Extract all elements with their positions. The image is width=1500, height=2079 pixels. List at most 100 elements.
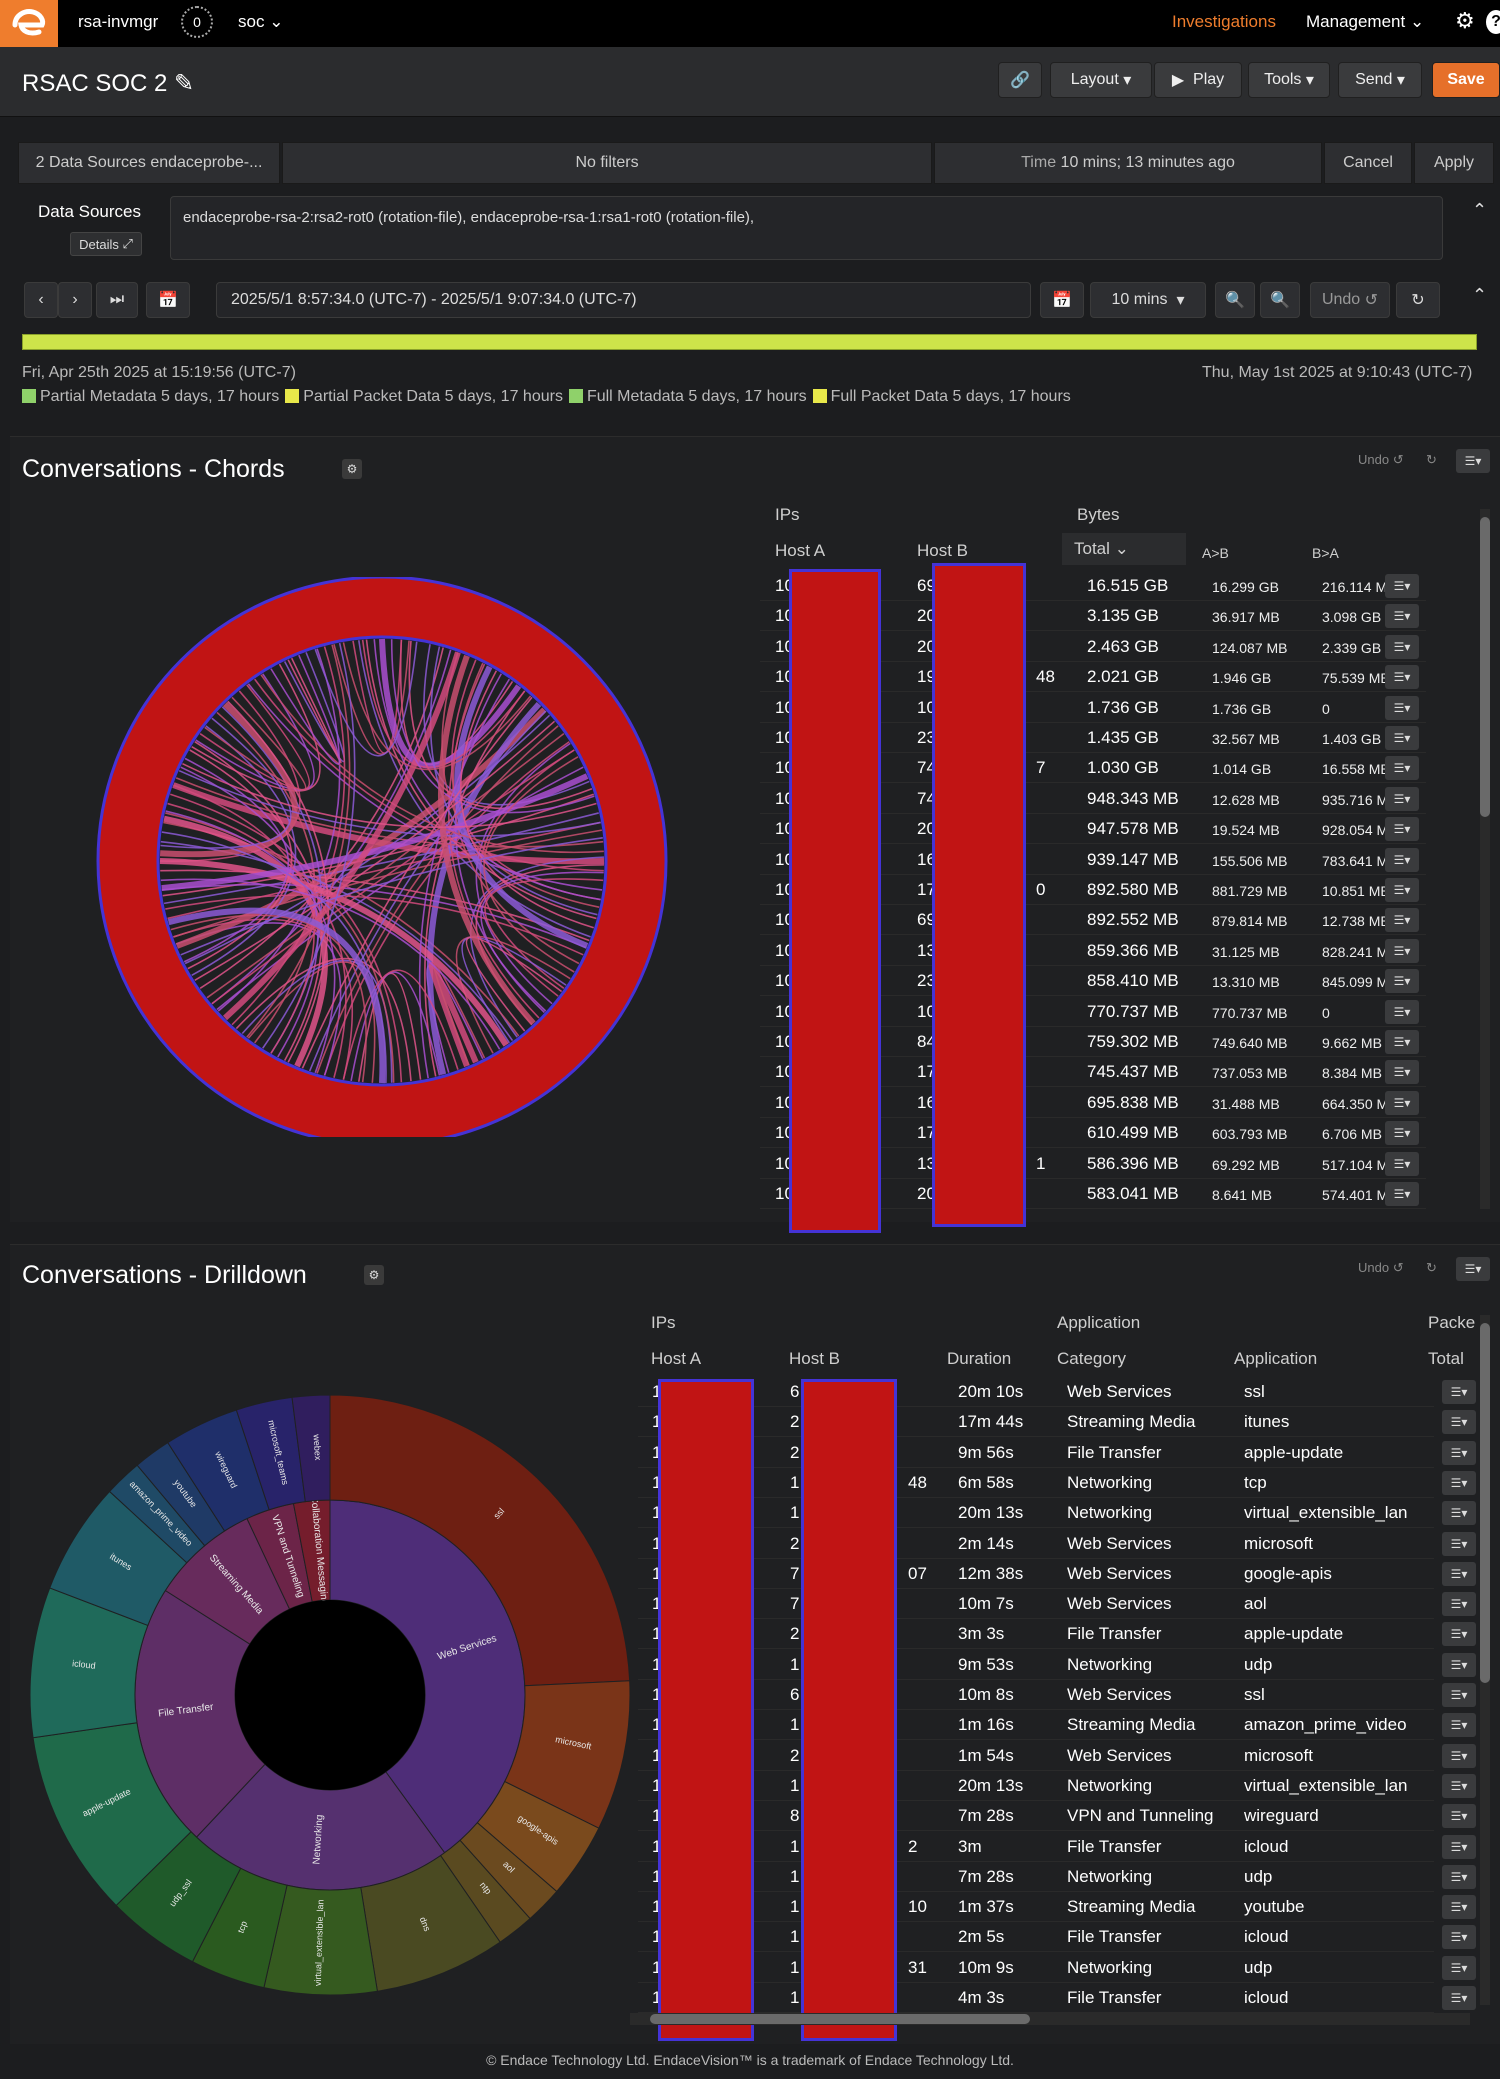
chord-link[interactable] (167, 821, 601, 920)
time-range-input[interactable]: 2025/5/1 8:57:34.0 (UTC-7) - 2025/5/1 9:… (216, 282, 1031, 318)
chord-link[interactable] (165, 894, 584, 956)
pencil-icon[interactable]: ✎ (174, 70, 195, 97)
table-row[interactable]: 1 1 48 6m 58s Networking tcp ☰▾ (638, 1468, 1476, 1498)
panel-undo-button[interactable]: Undo ↺ (1358, 452, 1404, 468)
calendar-button[interactable]: 📅 (146, 282, 190, 318)
gear-icon[interactable]: ⚙ (1455, 8, 1475, 33)
chord-link[interactable] (211, 649, 452, 1005)
chord-link[interactable] (475, 742, 571, 1005)
chord-link[interactable] (461, 936, 567, 1044)
zoom-out-button[interactable]: 🔍 (1215, 282, 1255, 318)
chord-diagram[interactable] (70, 577, 690, 1137)
row-menu-button[interactable]: ☰▾ (1442, 1864, 1476, 1889)
chord-link[interactable] (173, 918, 353, 1080)
timeline-availability-bar[interactable] (22, 334, 1477, 350)
save-button[interactable]: Save (1432, 62, 1500, 98)
row-menu-button[interactable]: ☰▾ (1385, 695, 1419, 720)
chord-link[interactable] (484, 878, 604, 997)
row-menu-button[interactable]: ☰▾ (1385, 1182, 1419, 1206)
panel-refresh-icon[interactable]: ↻ (1426, 452, 1437, 467)
skip-end-button[interactable]: ⏭ (96, 282, 138, 318)
chord-link[interactable] (342, 642, 532, 771)
chord-link[interactable] (162, 793, 594, 897)
chord-link[interactable] (170, 914, 367, 1083)
chord-link[interactable] (408, 640, 593, 810)
chord-link[interactable] (333, 640, 410, 755)
undo-button[interactable]: Undo ↺ (1310, 282, 1390, 318)
table-row[interactable]: 10 20 947.578 MB 19.524 MB 928.054 MB ☰▾ (760, 814, 1426, 845)
row-menu-button[interactable]: ☰▾ (1385, 847, 1419, 872)
next-button[interactable]: › (58, 282, 92, 318)
table-row[interactable]: 1 1 2 3m File Transfer icloud ☰▾ (638, 1832, 1476, 1862)
table-row[interactable]: 1 2 9m 56s File Transfer apple-update ☰▾ (638, 1438, 1476, 1468)
table-row[interactable]: 1 2 3m 3s File Transfer apple-update ☰▾ (638, 1619, 1476, 1650)
col-host-a[interactable]: Host A (775, 541, 826, 560)
table-row[interactable]: 1 2 17m 44s Streaming Media itunes ☰▾ (638, 1407, 1476, 1438)
row-menu-button[interactable]: ☰▾ (1442, 1683, 1476, 1707)
chord-link[interactable] (223, 651, 461, 1021)
chord-link[interactable] (195, 673, 315, 791)
chord-link[interactable] (254, 678, 604, 872)
table-row[interactable]: 10 23 858.410 MB 13.310 MB 845.099 MB ☰▾ (760, 966, 1426, 997)
chord-link[interactable] (427, 702, 542, 1076)
row-menu-button[interactable]: ☰▾ (1385, 756, 1419, 781)
chord-link[interactable] (483, 756, 579, 973)
table-row[interactable]: 1 7 10m 7s Web Services aol ☰▾ (638, 1589, 1476, 1620)
chord-link[interactable] (159, 701, 298, 858)
chord-link[interactable] (455, 935, 571, 1054)
table-row[interactable]: 10 74 7 1.030 GB 1.014 GB 16.558 MB ☰▾ (760, 753, 1426, 784)
table-row[interactable]: 1 8 7m 28s VPN and Tunneling wireguard ☰▾ (638, 1801, 1476, 1832)
table-row[interactable]: 1 6 10m 8s Web Services ssl ☰▾ (638, 1680, 1476, 1710)
table-row[interactable]: 1 2 2m 14s Web Services microsoft ☰▾ (638, 1529, 1476, 1559)
chord-link[interactable] (167, 907, 386, 1084)
table-row[interactable]: 1 1 4m 3s File Transfer icloud ☰▾ (638, 1983, 1476, 2013)
panel-menu-button[interactable]: ☰▾ (1456, 449, 1490, 473)
row-menu-button[interactable]: ☰▾ (1442, 1531, 1476, 1556)
table-row[interactable]: 1 2 1m 54s Web Services microsoft ☰▾ (638, 1741, 1476, 1771)
col-duration[interactable]: Duration (947, 1349, 1012, 1368)
play-button[interactable]: ▶ Play (1154, 62, 1242, 98)
interval-select[interactable]: 10 mins ▾ (1090, 282, 1206, 318)
chord-link[interactable] (173, 784, 315, 1054)
chord-link[interactable] (342, 969, 459, 1080)
chords-scrollbar[interactable] (1480, 509, 1490, 1209)
row-menu-button[interactable]: ☰▾ (1442, 1561, 1476, 1586)
chord-link[interactable] (206, 733, 565, 999)
chord-link[interactable] (314, 641, 418, 757)
chord-link[interactable] (465, 936, 563, 1032)
filters-summary[interactable]: No filters (282, 142, 932, 184)
table-row[interactable]: 1 1 20m 13s Networking virtual_extensible_la… (638, 1498, 1476, 1529)
chord-link[interactable] (167, 802, 347, 1078)
row-menu-button[interactable]: ☰▾ (1385, 938, 1419, 963)
zoom-in-button[interactable]: 🔍 (1260, 282, 1300, 318)
chord-link[interactable] (316, 725, 559, 1074)
col-host-b[interactable]: Host B (789, 1349, 841, 1368)
chord-link[interactable] (361, 639, 526, 769)
table-row[interactable]: 10 19 48 2.021 GB 1.946 GB 75.539 MB ☰▾ (760, 662, 1426, 693)
chord-link[interactable] (308, 710, 547, 1072)
table-row[interactable]: 1 1 2m 5s File Transfer icloud ☰▾ (638, 1922, 1476, 1953)
row-menu-button[interactable]: ☰▾ (1385, 1121, 1419, 1146)
row-menu-button[interactable]: ☰▾ (1385, 999, 1419, 1024)
chord-link[interactable] (480, 871, 604, 1012)
chord-link[interactable] (350, 971, 441, 1081)
table-row[interactable]: 1 1 9m 53s Networking udp ☰▾ (638, 1650, 1476, 1680)
chord-link[interactable] (211, 749, 575, 1005)
chord-link[interactable] (379, 638, 522, 769)
notification-badge[interactable]: 0 (181, 6, 213, 38)
panel-refresh-icon[interactable]: ↻ (1426, 1260, 1437, 1275)
chord-link[interactable] (199, 647, 444, 990)
sunburst-segment[interactable] (291, 1395, 331, 1503)
table-row[interactable]: 10 20 583.041 MB 8.641 MB 574.401 MB ☰▾ (760, 1179, 1426, 1209)
chord-link[interactable] (182, 762, 597, 829)
link-button[interactable]: 🔗 (998, 62, 1042, 98)
row-menu-button[interactable]: ☰▾ (1442, 1440, 1476, 1465)
table-row[interactable]: 1 1 10 1m 37s Streaming Media youtube ☰▾ (638, 1892, 1476, 1923)
table-row[interactable]: 10 10 770.737 MB 770.737 MB 0 ☰▾ (760, 997, 1426, 1027)
row-menu-button[interactable]: ☰▾ (1385, 1151, 1419, 1176)
row-menu-button[interactable]: ☰▾ (1385, 786, 1419, 811)
chord-link[interactable] (161, 883, 587, 949)
chord-link[interactable] (199, 684, 311, 791)
col-host-b[interactable]: Host B (917, 541, 969, 560)
